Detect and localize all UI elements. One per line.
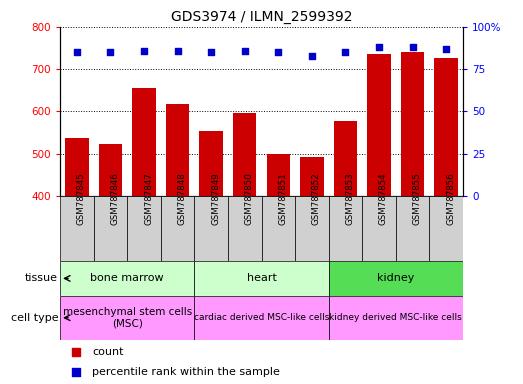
Text: GSM787845: GSM787845 bbox=[77, 173, 86, 225]
Bar bbox=[295, 196, 328, 261]
Bar bbox=[233, 114, 256, 196]
Text: GSM787853: GSM787853 bbox=[345, 173, 355, 225]
Text: GSM787854: GSM787854 bbox=[379, 173, 388, 225]
Bar bbox=[228, 196, 262, 261]
Text: kidney derived MSC-like cells: kidney derived MSC-like cells bbox=[329, 313, 462, 322]
Text: bone marrow: bone marrow bbox=[90, 273, 164, 283]
Bar bbox=[262, 196, 295, 261]
Text: GSM787852: GSM787852 bbox=[312, 173, 321, 225]
Point bbox=[140, 48, 148, 54]
Text: GSM787856: GSM787856 bbox=[446, 173, 455, 225]
Bar bbox=[195, 261, 328, 296]
Text: GSM787849: GSM787849 bbox=[211, 173, 220, 225]
Point bbox=[274, 49, 282, 55]
Point bbox=[341, 49, 349, 55]
Bar bbox=[195, 196, 228, 261]
Bar bbox=[328, 261, 463, 296]
Bar bbox=[127, 196, 161, 261]
Text: mesenchymal stem cells
(MSC): mesenchymal stem cells (MSC) bbox=[63, 307, 192, 329]
Text: kidney: kidney bbox=[377, 273, 414, 283]
Bar bbox=[195, 296, 328, 340]
Point bbox=[174, 48, 182, 54]
Bar bbox=[94, 196, 127, 261]
Bar bbox=[166, 104, 189, 196]
Point bbox=[408, 44, 417, 50]
Bar bbox=[334, 121, 357, 196]
Text: percentile rank within the sample: percentile rank within the sample bbox=[93, 367, 280, 377]
Bar bbox=[267, 154, 290, 196]
Point bbox=[404, 247, 412, 253]
Bar bbox=[396, 196, 429, 261]
Title: GDS3974 / ILMN_2599392: GDS3974 / ILMN_2599392 bbox=[170, 10, 353, 25]
Bar bbox=[434, 58, 458, 196]
Text: GSM787855: GSM787855 bbox=[413, 173, 422, 225]
Bar bbox=[367, 55, 391, 196]
Text: GSM787848: GSM787848 bbox=[178, 173, 187, 225]
Text: GSM787846: GSM787846 bbox=[110, 173, 119, 225]
Point bbox=[207, 49, 215, 55]
Text: heart: heart bbox=[246, 273, 277, 283]
Text: GSM787850: GSM787850 bbox=[245, 173, 254, 225]
Text: GSM787847: GSM787847 bbox=[144, 173, 153, 225]
Bar bbox=[60, 196, 94, 261]
Point bbox=[241, 48, 249, 54]
Point bbox=[73, 49, 81, 55]
Point bbox=[106, 49, 115, 55]
Text: cardiac derived MSC-like cells: cardiac derived MSC-like cells bbox=[194, 313, 329, 322]
Bar bbox=[132, 88, 156, 196]
Bar bbox=[60, 261, 195, 296]
Bar bbox=[161, 196, 195, 261]
Bar bbox=[362, 196, 396, 261]
Bar bbox=[429, 196, 463, 261]
Bar bbox=[199, 131, 223, 196]
Bar bbox=[328, 196, 362, 261]
Bar bbox=[60, 296, 195, 340]
Point bbox=[308, 53, 316, 59]
Bar bbox=[65, 137, 89, 196]
Text: GSM787851: GSM787851 bbox=[278, 173, 287, 225]
Text: cell type: cell type bbox=[10, 313, 58, 323]
Text: count: count bbox=[93, 347, 124, 357]
Point bbox=[404, 70, 412, 76]
Text: tissue: tissue bbox=[25, 273, 58, 283]
Point bbox=[442, 46, 450, 52]
Bar bbox=[300, 157, 324, 196]
Point bbox=[375, 44, 383, 50]
Bar bbox=[99, 144, 122, 196]
Bar bbox=[401, 52, 424, 196]
Bar bbox=[328, 296, 463, 340]
